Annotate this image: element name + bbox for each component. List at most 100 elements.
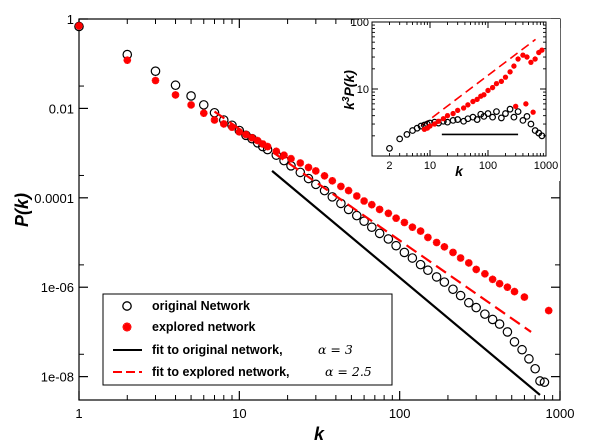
x-tick-label: 10 xyxy=(232,406,246,421)
inset-explored-star-point xyxy=(427,123,433,129)
inset-explored-star-point xyxy=(512,103,519,110)
inset-x-tick-label: 2 xyxy=(386,160,392,172)
explored-star-point xyxy=(312,167,320,175)
original-circle-point xyxy=(415,259,426,270)
legend-star-shape xyxy=(122,322,132,332)
explored-star-point xyxy=(384,209,393,218)
inset-explored-star-point xyxy=(511,63,517,69)
inset-explored-star-point xyxy=(515,56,521,62)
original-circle-point xyxy=(303,173,314,184)
original-circle-point xyxy=(383,234,394,244)
explored-star-point xyxy=(424,233,432,242)
inset-axis-ticks: 10 100 1000 2 10 100 xyxy=(351,17,559,172)
inset-y-title-exp: 3 xyxy=(341,96,352,102)
explored-star-point xyxy=(235,128,244,136)
inset-explored-fit-line xyxy=(420,38,537,127)
legend-explored-marker xyxy=(122,322,132,332)
inset-explored-star-point xyxy=(460,105,467,111)
legend-explored-fit-label: fit to explored network, xyxy=(152,365,290,379)
inset-explored-star-point xyxy=(435,118,442,124)
y-tick-label: 0.01 xyxy=(49,101,74,116)
x-tick-label: 1 xyxy=(75,406,82,421)
original-circle-point xyxy=(423,265,433,276)
x-tick-label: 100 xyxy=(389,406,411,421)
main-x-axis-title: k xyxy=(314,424,325,443)
inset-explored-star-point xyxy=(421,126,428,133)
original-circle-point xyxy=(448,284,458,295)
inset-explored-star-point xyxy=(523,101,529,107)
svg-text:k3P(k): k3P(k) xyxy=(341,70,357,110)
legend-explored-label: explored network xyxy=(152,320,256,334)
original-circle-point xyxy=(439,277,450,287)
inset-original-circle-point xyxy=(473,116,481,123)
inset-series-group xyxy=(386,47,546,152)
inset-explored-star-point xyxy=(465,102,471,108)
explored-fit-line xyxy=(213,110,532,333)
inset-x-tick-label: 1000 xyxy=(534,160,558,172)
inset-explored-star-point xyxy=(528,59,534,66)
inset-explored-star-point xyxy=(474,96,480,103)
explored-star-point xyxy=(368,200,376,209)
explored-star-point xyxy=(328,177,337,185)
original-circle-point xyxy=(351,210,362,221)
explored-star-point xyxy=(228,123,236,131)
original-circle-point xyxy=(295,167,306,178)
inset-explored-star-point xyxy=(478,93,484,99)
inset-explored-star-point xyxy=(532,56,538,62)
inset-x-axis-title: k xyxy=(455,163,464,179)
inset-original-circle-point xyxy=(417,122,425,130)
inset-original-circle-point xyxy=(510,113,518,121)
original-circle-point xyxy=(407,253,418,263)
inset-fit-lines xyxy=(420,38,537,136)
inset-explored-star-point xyxy=(524,54,530,60)
inset-original-circle-point xyxy=(493,108,500,115)
original-circle-point xyxy=(198,100,209,110)
explored-star-point xyxy=(253,136,262,145)
legend-box xyxy=(102,293,393,386)
main-fit-lines xyxy=(213,110,541,396)
inset-original-circle-point xyxy=(502,110,509,117)
inset-explored-star-point xyxy=(536,49,542,56)
inset-original-circle-point xyxy=(527,120,535,128)
main-y-axis-title: P(k) xyxy=(12,193,32,227)
inset-original-circle-point xyxy=(403,131,411,138)
explored-star-point xyxy=(416,227,425,235)
inset-explored-star-point xyxy=(520,52,526,58)
inset-original-circle-point xyxy=(497,114,505,122)
inset-explored-star-point xyxy=(489,84,496,91)
y-tick-label: 1e-08 xyxy=(41,370,74,385)
explored-star-point xyxy=(123,56,132,64)
explored-star-point xyxy=(408,223,417,231)
inset-original-circle-point xyxy=(386,144,393,152)
inset-x-tick-label: 10 xyxy=(424,160,436,172)
explored-star-point xyxy=(456,254,465,262)
explored-star-point xyxy=(304,163,313,172)
legend-original-marker xyxy=(122,301,132,311)
inset-explored-star-point xyxy=(444,112,451,119)
inset-original-circle-point xyxy=(519,116,527,124)
inset-explored-star-point xyxy=(454,107,461,114)
y-tick-label: 1e-06 xyxy=(41,280,74,295)
legend-original-fit-label: fit to original network, xyxy=(152,343,283,357)
explored-star-point xyxy=(392,214,400,222)
explored-star-point xyxy=(287,154,295,163)
inset-original-circle-point xyxy=(538,132,546,140)
explored-star-point xyxy=(510,287,519,296)
explored-star-point xyxy=(171,91,180,99)
original-circle-point xyxy=(186,91,196,101)
original-circle-point xyxy=(539,377,550,388)
inset-explored-star-point xyxy=(424,125,431,131)
main-axis-ticks: 1 10 100 1000 1e-08 1e-06 0.0001 0.01 1 xyxy=(34,12,574,421)
inset-original-circle-point xyxy=(523,112,531,120)
explored-star-point xyxy=(481,270,489,278)
original-fit-line xyxy=(271,170,541,396)
explored-star-point xyxy=(220,120,228,128)
legend: original Network explored network fit to… xyxy=(102,293,393,386)
inset-background xyxy=(359,19,560,181)
inset-x-tick-label: 100 xyxy=(479,160,497,172)
explored-star-point xyxy=(375,205,384,214)
explored-star-point xyxy=(320,172,329,180)
explored-star-point xyxy=(296,159,305,167)
original-circle-point xyxy=(431,272,442,282)
